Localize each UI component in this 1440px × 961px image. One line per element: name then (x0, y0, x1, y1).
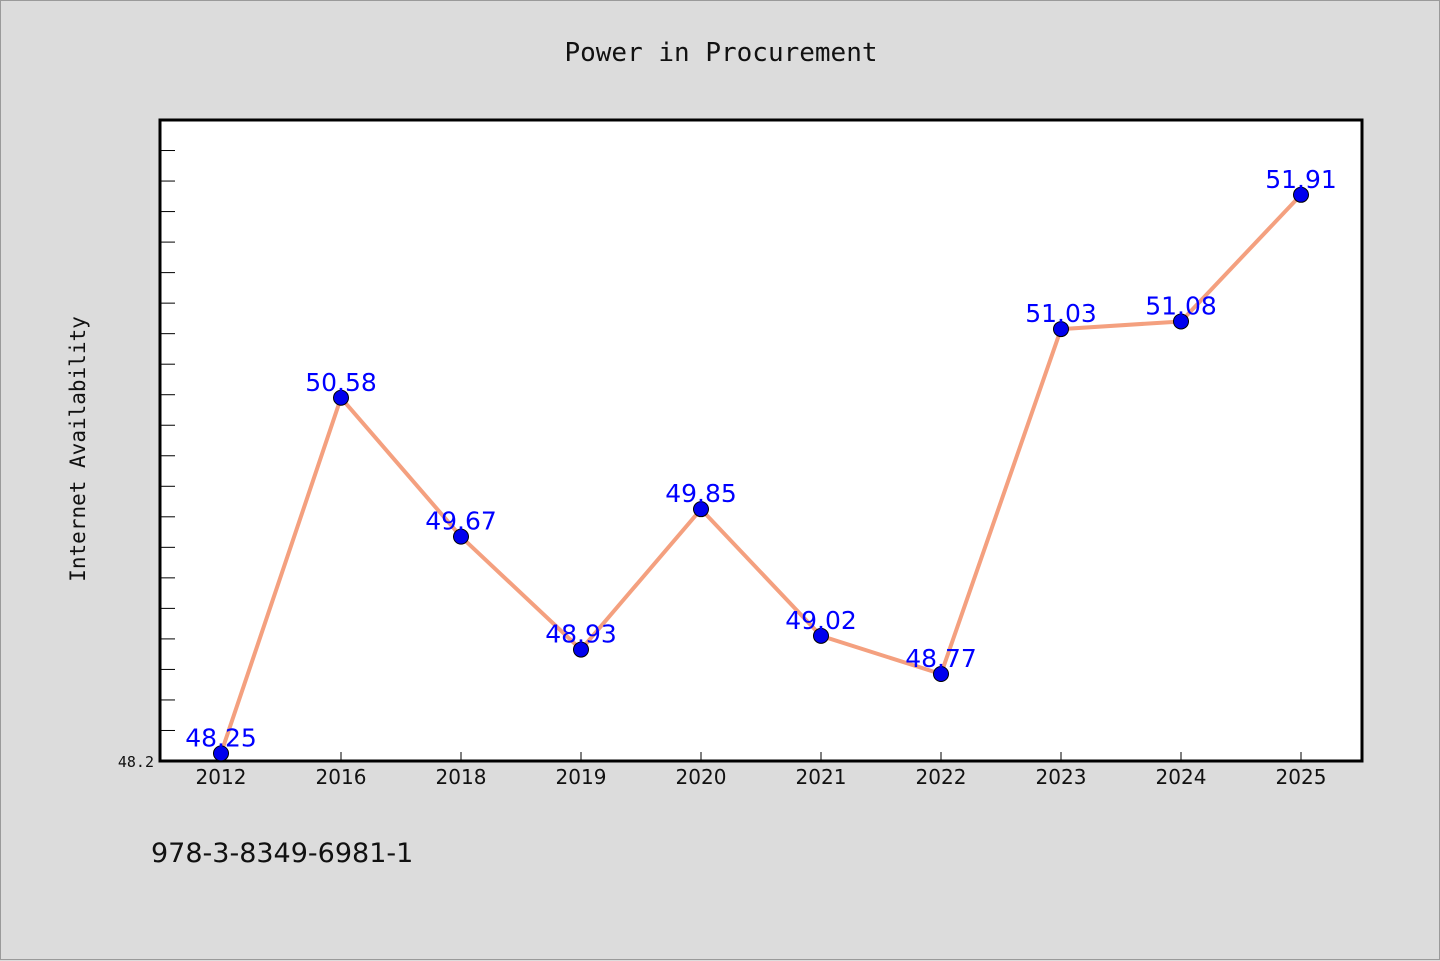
data-label: 48.25 (185, 723, 257, 752)
data-point (453, 528, 469, 545)
x-tick-label: 2018 (436, 765, 487, 789)
data-label: 48.77 (905, 644, 977, 673)
footer-isbn: 978-3-8349-6981-1 (151, 838, 413, 869)
x-tick-label: 2022 (916, 765, 967, 789)
data-label: 49.85 (665, 479, 737, 508)
data-point (693, 501, 709, 518)
y-axis-ticks: 48.2 (118, 119, 175, 771)
series-line (219, 192, 1303, 756)
x-tick-label: 2023 (1036, 765, 1087, 789)
data-label: 50.58 (305, 368, 377, 397)
data-point (1053, 321, 1069, 338)
data-series: 48.25 50.58 49.67 48.93 49.85 49.02 48.77 51.03… (185, 165, 1337, 762)
data-point (1293, 186, 1309, 203)
x-tick-label: 2019 (556, 765, 607, 789)
data-point (333, 389, 349, 406)
data-point (213, 745, 229, 762)
x-tick-label: 2024 (1156, 765, 1207, 789)
x-tick-label: 2025 (1276, 765, 1327, 789)
data-point (1173, 313, 1189, 330)
data-label: 51.03 (1025, 299, 1097, 328)
data-label: 49.02 (785, 606, 857, 635)
data-point (573, 641, 589, 658)
x-tick-label: 2020 (676, 765, 727, 789)
plot-area (158, 118, 1364, 763)
chart-title: Power in Procurement (564, 38, 877, 68)
data-point (813, 627, 829, 644)
x-tick-label: 2021 (796, 765, 847, 789)
data-label: 48.93 (545, 620, 617, 649)
x-axis-ticks: 2012 2016 2018 2019 2020 2021 2022 2023 2024 2025 (196, 752, 1327, 789)
data-label: 51.08 (1145, 291, 1217, 320)
x-tick-label: 2012 (196, 765, 247, 789)
y-axis-label: Internet Availability (66, 316, 90, 582)
x-tick-label: 2016 (316, 765, 367, 789)
data-label: 51.91 (1265, 165, 1337, 194)
data-label: 49.67 (425, 507, 497, 536)
y-tick-label: 48.2 (118, 753, 154, 771)
data-point (933, 666, 949, 683)
